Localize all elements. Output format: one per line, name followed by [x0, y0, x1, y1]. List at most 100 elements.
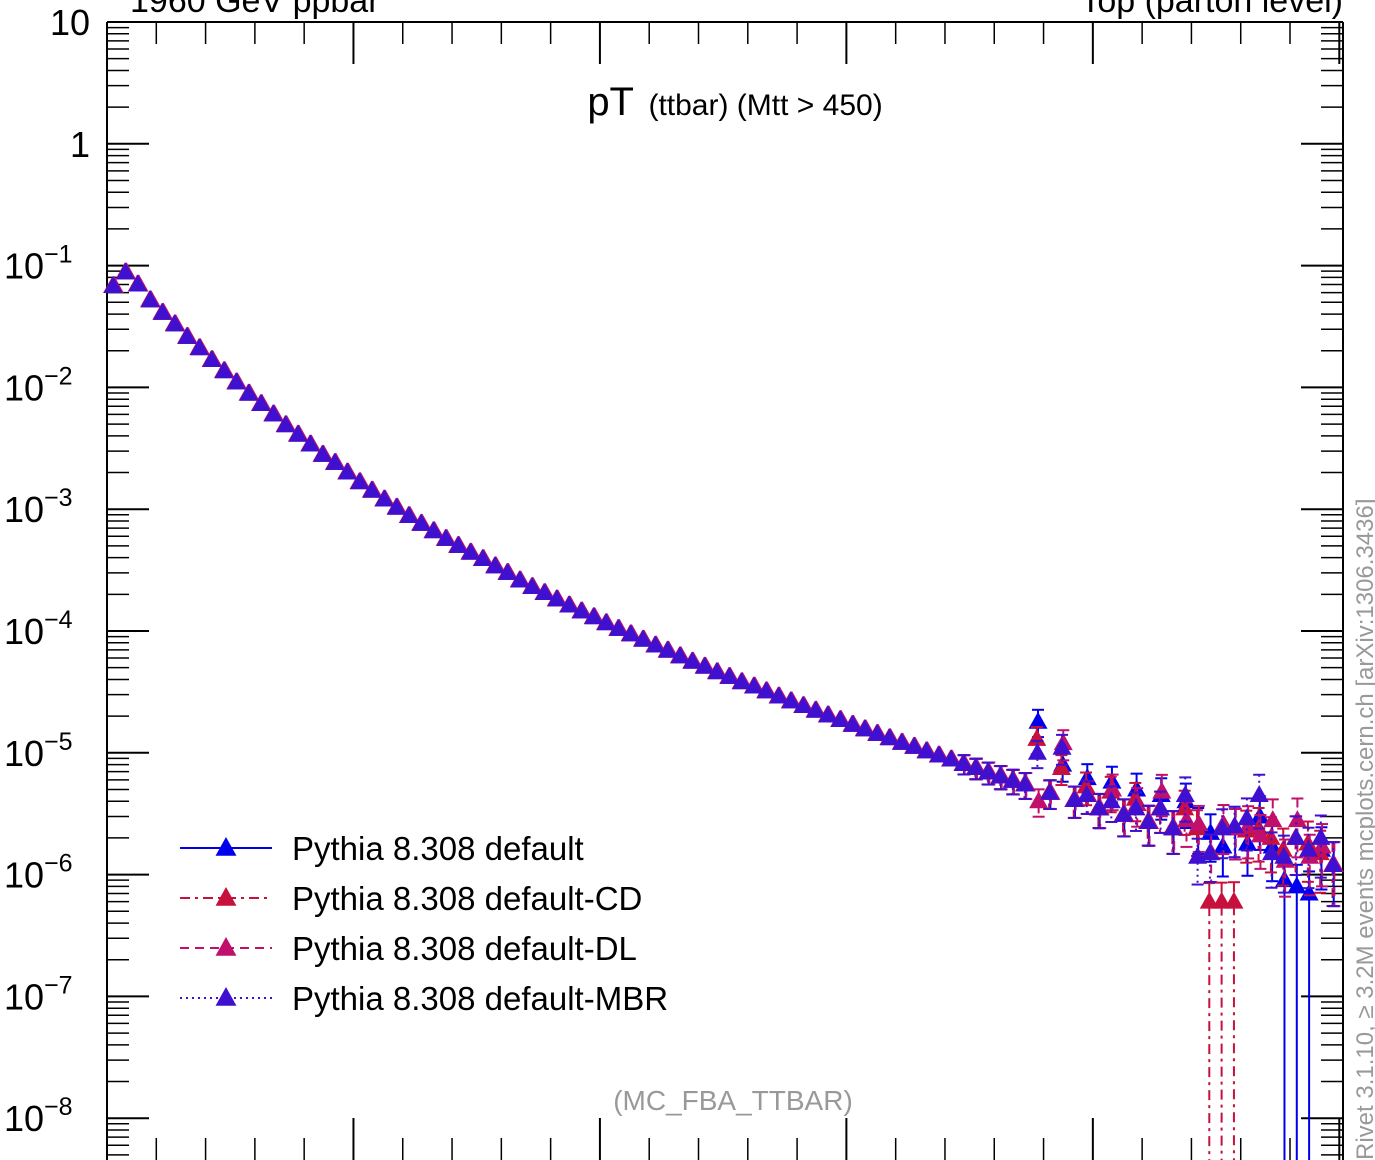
data-point [1224, 891, 1244, 909]
legend-marker [215, 937, 237, 956]
data-point [202, 349, 222, 367]
y-tick-base: 10 [4, 1098, 44, 1139]
legend-marker [215, 887, 237, 906]
data-point [424, 521, 444, 539]
data-point [1051, 758, 1071, 776]
data-point [1175, 785, 1195, 803]
data-point [1089, 798, 1109, 816]
data-point [399, 505, 419, 523]
data-point [1114, 804, 1134, 822]
data-point [1029, 791, 1049, 809]
data-point [1103, 779, 1123, 797]
data-point [1052, 737, 1072, 755]
data-point [966, 758, 986, 776]
data-point [497, 562, 517, 580]
process-label: Top (parton level) [1080, 0, 1343, 20]
data-point [325, 452, 345, 470]
data-point [769, 686, 789, 704]
axis-ticks [106, 21, 1343, 1160]
data-point [1298, 839, 1318, 857]
data-point [719, 666, 739, 684]
series-default [104, 262, 1344, 1160]
y-tick-label: 10−7 [4, 971, 73, 1017]
data-point [941, 749, 961, 767]
data-point [1077, 785, 1097, 803]
data-point [682, 651, 702, 669]
data-point [1213, 836, 1233, 854]
legend: Pythia 8.308 default Pythia 8.308 default… [180, 830, 668, 1017]
data-point [843, 714, 863, 732]
data-point [1250, 825, 1270, 843]
data-point [1287, 876, 1307, 894]
data-point [1003, 770, 1023, 788]
y-tick-label: 10−3 [4, 484, 73, 530]
data-point [547, 589, 567, 607]
data-point [251, 394, 271, 412]
data-point [916, 741, 936, 759]
data-point [115, 262, 135, 280]
series-default-mbr [103, 262, 1343, 908]
data-point [337, 462, 357, 480]
data-point [387, 497, 407, 515]
data-point [744, 676, 764, 694]
y-tick-base: 10 [4, 733, 44, 774]
data-point [633, 629, 653, 647]
data-point [732, 672, 752, 690]
y-tick-label: 1 [70, 124, 90, 165]
data-point [448, 535, 468, 553]
data-point [276, 415, 296, 433]
data-point [1212, 891, 1232, 909]
data-point [1138, 812, 1158, 830]
y-tick-label: 10−5 [4, 728, 73, 774]
data-point [855, 719, 875, 737]
data-point [313, 444, 333, 462]
data-point [1225, 816, 1245, 834]
data-point [806, 700, 826, 718]
data-point [534, 583, 554, 601]
data-point [559, 595, 579, 613]
data-point [1311, 827, 1331, 845]
y-tick-exponent: −5 [44, 728, 73, 756]
data-point [128, 274, 148, 292]
legend-marker [215, 987, 237, 1006]
data-point [670, 646, 690, 664]
y-tick-exponent: −6 [44, 850, 73, 878]
data-point [1274, 846, 1294, 864]
data-point [707, 662, 727, 680]
data-point [880, 728, 900, 746]
data-point [1101, 791, 1121, 809]
data-point [189, 338, 209, 356]
data-point [165, 314, 185, 332]
data-point [473, 549, 493, 567]
data-point [177, 326, 197, 344]
legend-label: Pythia 8.308 default-CD [292, 880, 642, 917]
data-point [695, 656, 715, 674]
data-point [485, 556, 505, 574]
data-point [239, 383, 259, 401]
data-point [867, 723, 887, 741]
data-point [1249, 785, 1269, 803]
data-point [1176, 810, 1196, 828]
data-point [1286, 827, 1306, 845]
y-tick-base: 10 [4, 489, 44, 530]
data-point [1200, 843, 1220, 861]
data-point [1163, 818, 1183, 836]
y-tick-exponent: −2 [44, 362, 73, 390]
data-point [1027, 742, 1047, 760]
data-point [374, 489, 394, 507]
series-default-cd [103, 262, 1343, 1160]
y-tick-base: 10 [4, 611, 44, 652]
legend-label: Pythia 8.308 default [292, 830, 584, 867]
data-point [1237, 808, 1257, 826]
y-tick-label: 10−4 [4, 606, 73, 652]
data-point [793, 696, 813, 714]
data-point [1262, 843, 1282, 861]
data-point [140, 290, 160, 308]
data-point [1064, 789, 1084, 807]
y-tick-base: 10 [4, 855, 44, 896]
y-tick-exponent: −7 [44, 971, 73, 999]
data-point [522, 576, 542, 594]
data-point [1040, 782, 1060, 800]
y-tick-label: 10 [50, 2, 90, 43]
data-point [608, 618, 628, 636]
